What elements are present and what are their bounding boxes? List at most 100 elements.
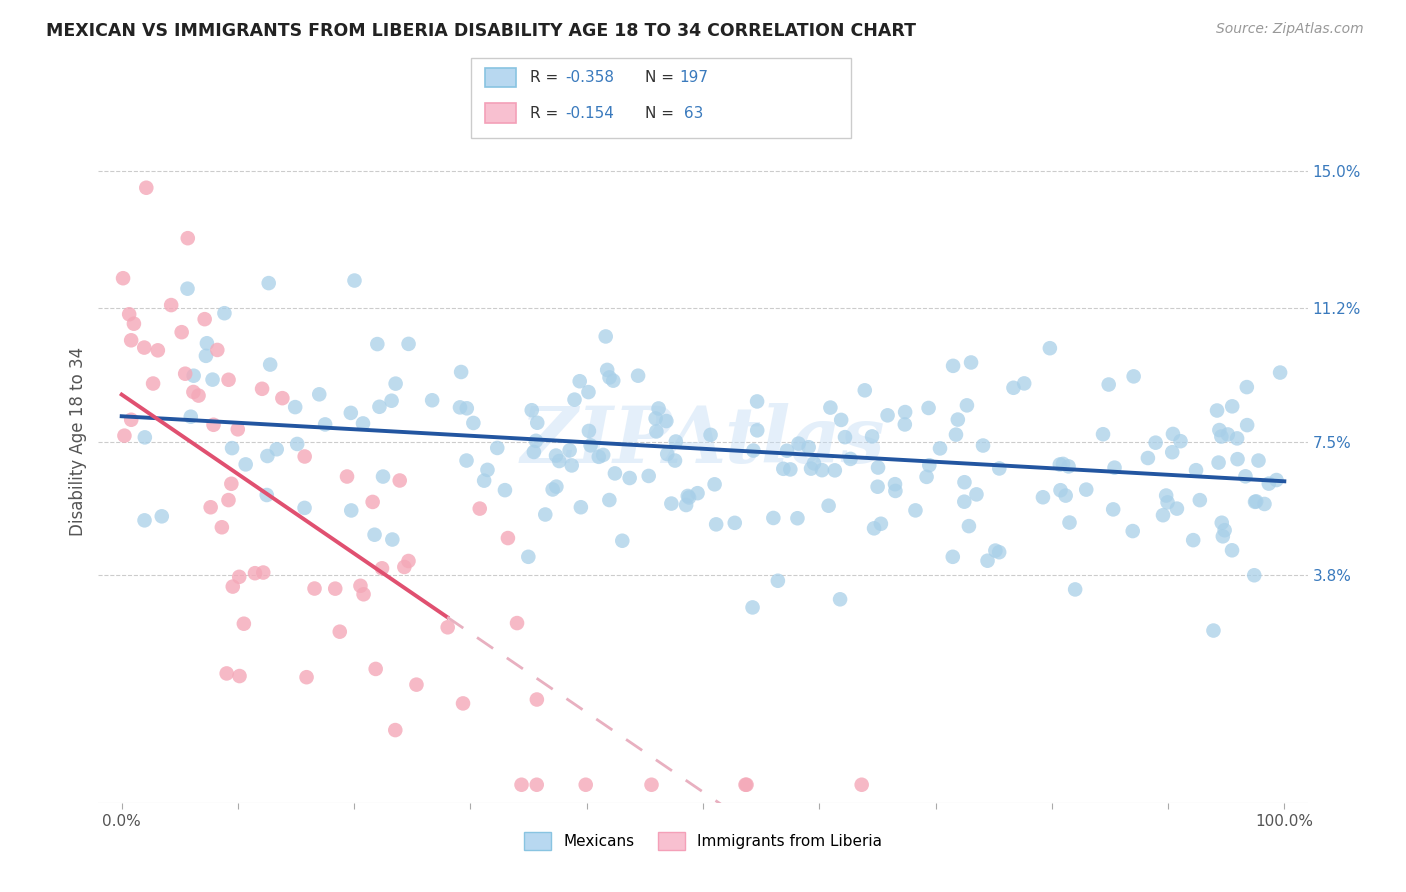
Point [456,401,478,416]
Point [194,312,217,326]
Point [1236,418,1258,433]
Point [839,451,862,466]
Point [665,434,688,449]
Point [349,579,371,593]
Point [1076,483,1098,497]
Point [1212,529,1234,543]
Point [1136,450,1159,465]
Point [640,778,662,792]
Point [486,441,509,455]
Point [120,413,142,427]
Point [703,477,725,491]
Text: R =: R = [530,106,564,120]
Point [252,566,274,580]
Point [381,393,404,408]
Point [1012,376,1035,391]
Point [232,616,254,631]
Point [894,417,917,432]
Point [596,363,619,377]
Point [860,429,883,443]
Point [1202,624,1225,638]
Point [817,499,839,513]
Point [381,533,404,547]
Point [257,276,280,290]
Point [965,487,987,501]
Text: Source: ZipAtlas.com: Source: ZipAtlas.com [1216,22,1364,37]
Point [541,483,564,497]
Point [363,527,385,541]
Point [776,443,799,458]
Point [271,391,294,405]
Point [745,394,768,409]
Point [1206,403,1229,417]
Point [1166,501,1188,516]
Point [972,438,994,452]
Point [398,554,420,568]
Point [894,405,917,419]
Point [657,447,679,461]
Point [456,453,478,467]
Point [294,500,316,515]
Point [214,306,236,320]
Point [960,355,983,369]
Point [1226,452,1249,467]
Point [575,778,598,792]
Point [366,337,388,351]
Point [918,458,941,473]
Point [820,401,842,415]
Point [187,388,209,402]
Point [371,469,394,483]
Point [160,298,183,312]
Point [953,475,976,490]
Point [734,778,756,792]
Point [797,440,820,454]
Point [336,469,359,483]
Point [228,570,250,584]
Point [984,543,1007,558]
Point [644,411,666,425]
Point [384,723,406,737]
Y-axis label: Disability Age 18 to 34: Disability Age 18 to 34 [69,347,87,536]
Text: -0.358: -0.358 [565,70,614,85]
Point [1185,463,1208,477]
Point [828,592,851,607]
Point [295,670,318,684]
Point [588,450,610,464]
Point [1054,489,1077,503]
Point [647,401,669,416]
Point [884,477,907,491]
Point [222,580,245,594]
Point [1208,423,1230,437]
Point [1170,434,1192,449]
Point [183,368,205,383]
Point [686,486,709,500]
Point [741,600,763,615]
Point [1257,476,1279,491]
Point [787,436,810,450]
Point [876,409,898,423]
Point [122,317,145,331]
Point [1182,533,1205,548]
Point [294,450,316,464]
Point [135,180,157,194]
Point [463,416,485,430]
Point [675,498,697,512]
Point [1102,502,1125,516]
Point [612,533,634,548]
Point [201,373,224,387]
Point [772,462,794,476]
Point [371,561,394,575]
Point [394,560,416,574]
Point [544,449,567,463]
Text: R =: R = [530,70,564,85]
Point [884,483,907,498]
Point [561,458,583,473]
Point [568,374,591,388]
Point [285,437,308,451]
Point [664,453,686,467]
Point [368,400,391,414]
Point [1032,490,1054,504]
Point [957,519,980,533]
Point [329,624,352,639]
Point [308,387,330,401]
